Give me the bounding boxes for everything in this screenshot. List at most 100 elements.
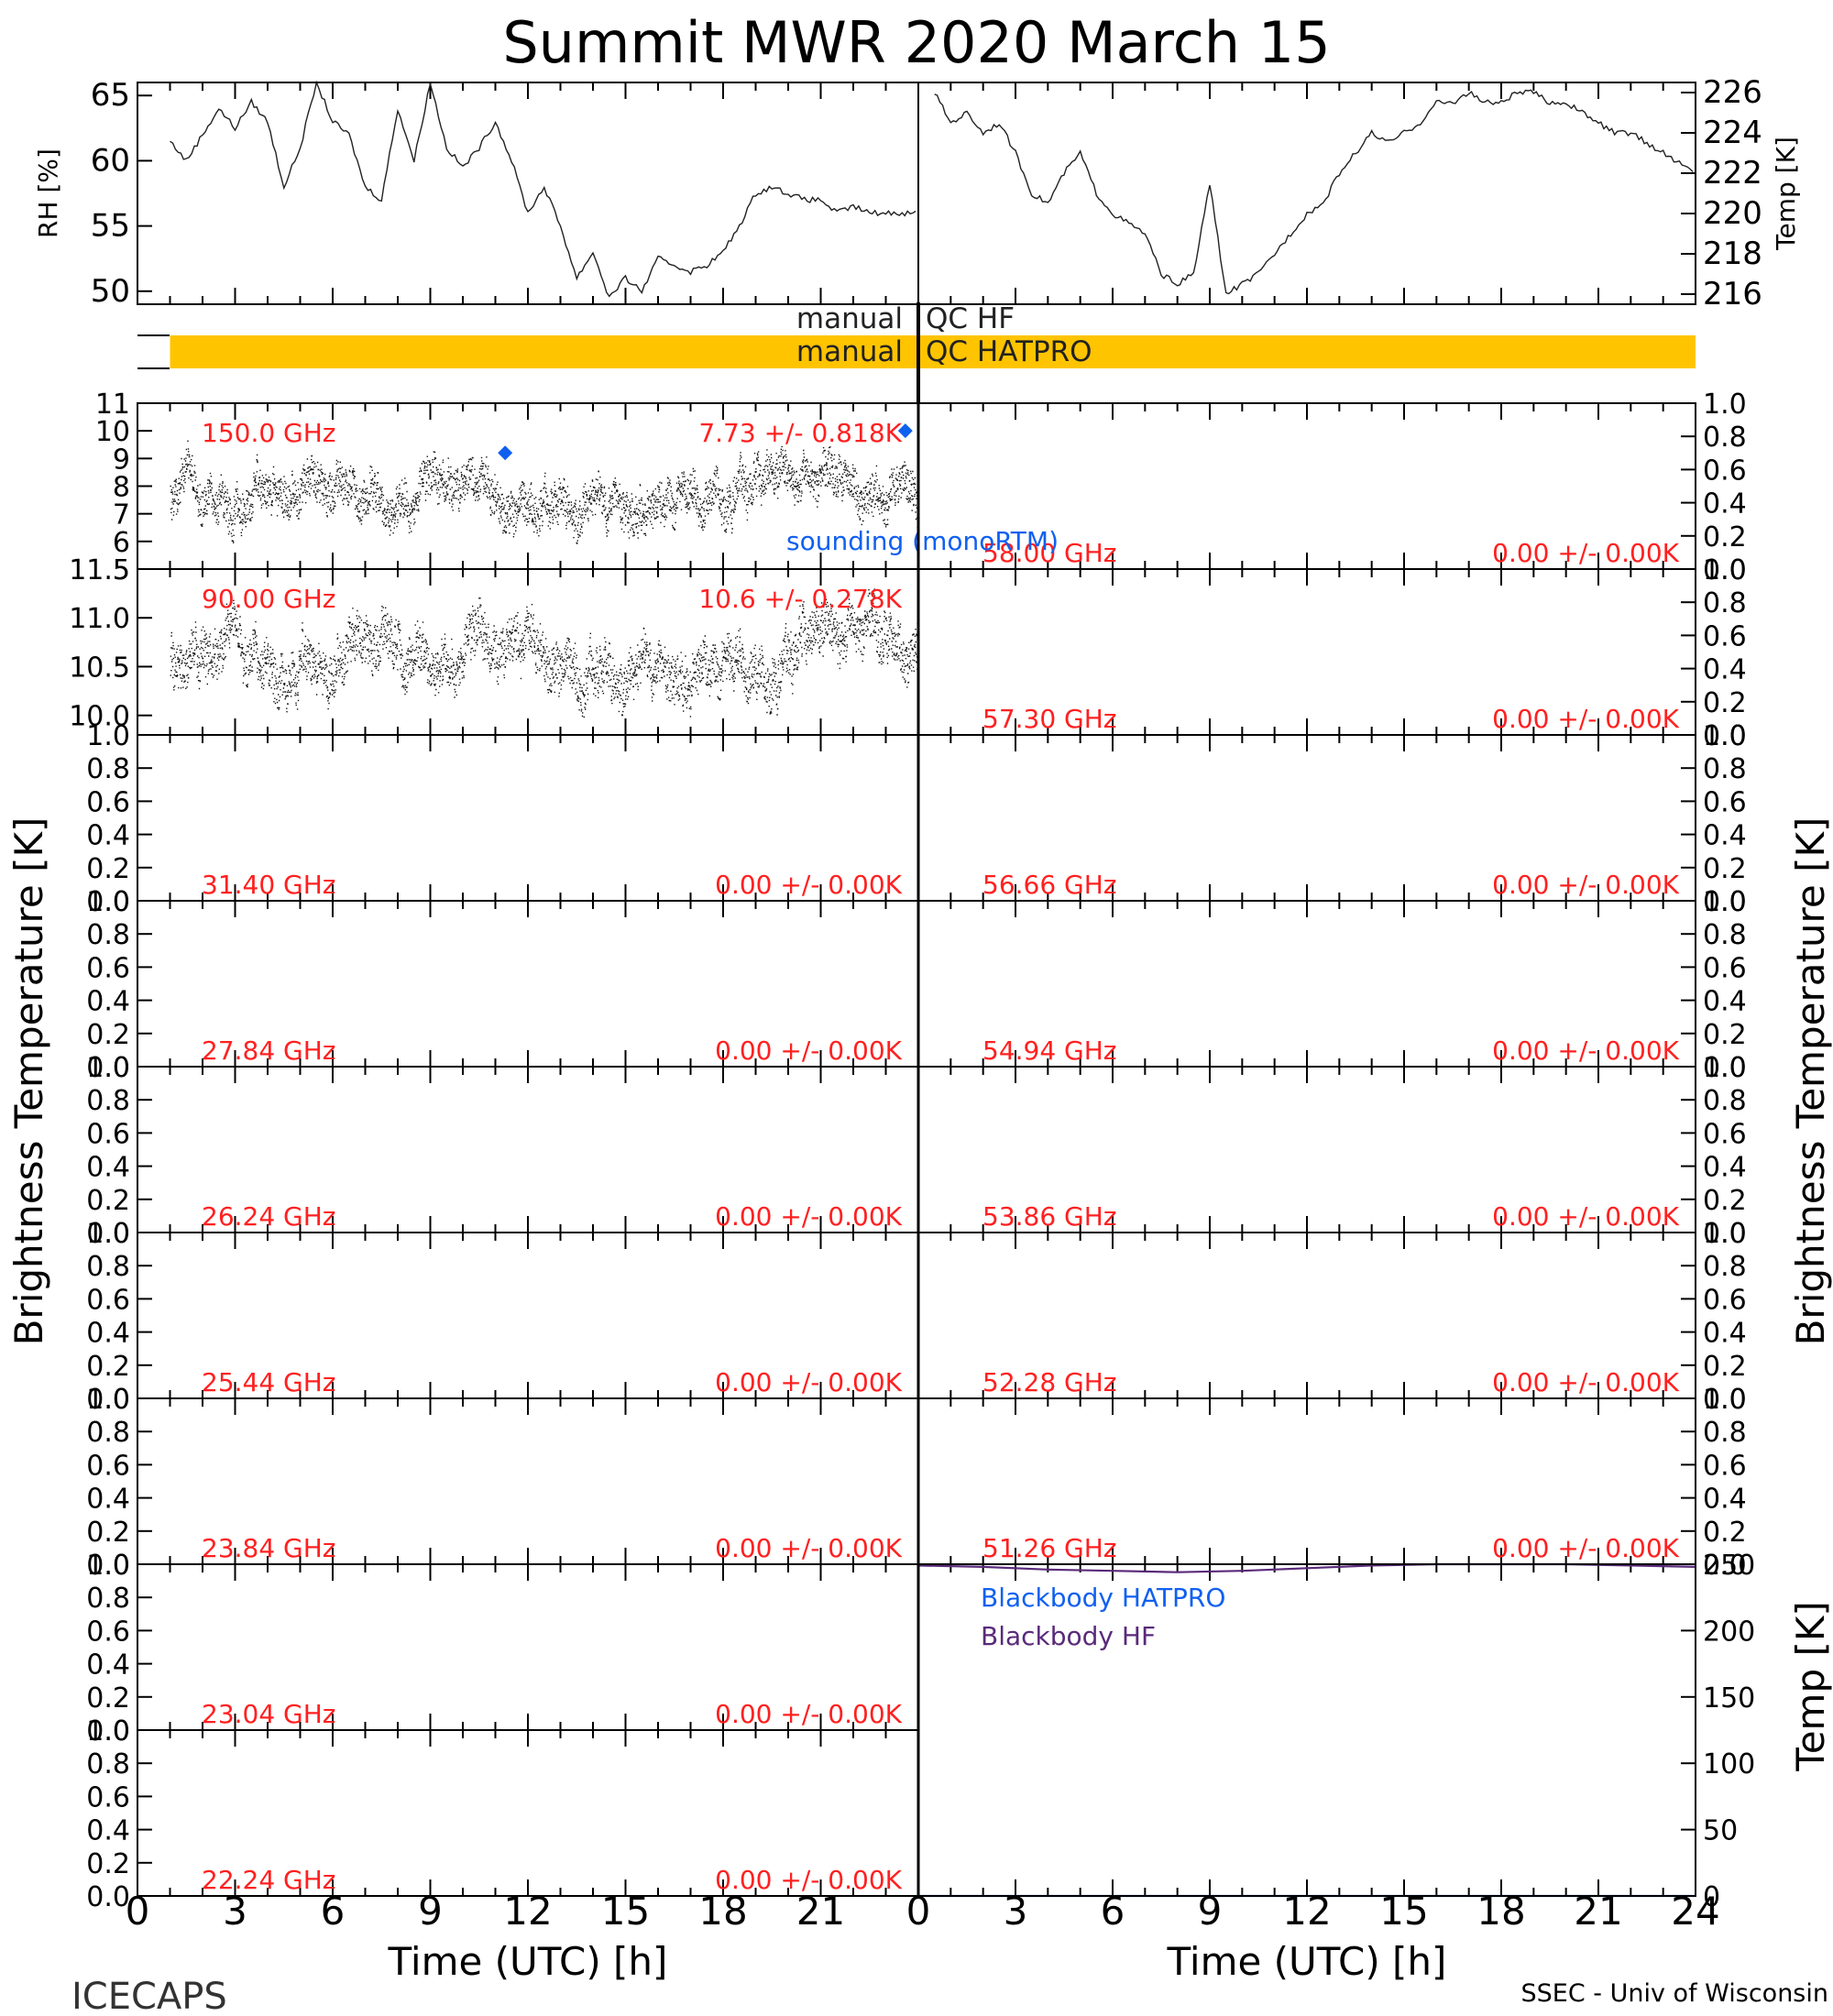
tb5494-stat-label: 0.00 +/- 0.00K [1492,1035,1679,1066]
tb2224-ytick-label: 0.6 [86,1781,130,1813]
footer-right: SSEC - Univ of Wisconsin [1521,1979,1828,2008]
x-tick-label: 3 [223,1889,247,1934]
tb5228-ytick-label: 0.2 [1703,1351,1747,1383]
tb90-ytick-label: 11.5 [69,554,130,586]
x-tick-label: 18 [698,1889,747,1934]
rh-frame [137,82,919,305]
tb2224-ytick-label: 0.4 [86,1815,130,1847]
tb2544-ytick-label: 0.4 [86,1318,130,1350]
tb5126-ytick-label: 0.2 [1703,1517,1747,1549]
blackbody-frame [917,1563,1696,1897]
rh-panel: 50 55 60 65 RH [%] [33,77,919,310]
tb2624-ytick-label: 0.6 [86,1118,130,1150]
tb5126-stat-label: 0.00 +/- 0.00K [1492,1533,1679,1563]
tb5494-ytick-label: 1.0 [1703,886,1747,918]
x-tick-label: 0 [126,1889,150,1934]
tb5666-ytick-label: 1.0 [1703,720,1747,752]
rh-ylabel: RH [%] [33,148,63,238]
tb5730-ytick-label: 0.2 [1703,687,1747,719]
x-tick-label: 6 [1101,1889,1125,1934]
blackbody-panel: 0 50 100 150 200 250 [917,1550,1755,1913]
temp-ytick-label: 222 [1703,155,1762,192]
tb5666-ytick-label: 0.6 [1703,786,1747,818]
tb5800-ytick-label: 0.0 [1703,554,1747,586]
tb150-ytick-label: 5 [113,554,130,586]
footer-left: ICECAPS [71,1976,227,2016]
tb3140-ytick-label: 0.0 [86,886,130,918]
x-axis: 0 3 6 9 12 15 18 21 0 3 6 9 12 15 18 21 24 [126,1889,1720,1934]
tb2544-panel: 0.00.20.40.60.81.025.44 GHz 0.00 +/- 0.00… [86,1218,919,1416]
tb2224-ytick-label: 1.0 [86,1715,130,1748]
tb5666-ytick-label: 0.8 [1703,753,1747,785]
temp-ytick-label: 218 [1703,236,1762,272]
tb150-ytick-label: 10 [95,416,130,448]
x-tick-label: 12 [503,1889,552,1934]
tb5126-ytick-label: 1.0 [1703,1384,1747,1416]
tb5126-ytick-label: 0.4 [1703,1484,1747,1516]
tb2304-ytick-label: 0.4 [86,1649,130,1682]
tb150-ytick-label: 8 [113,472,130,504]
x-tick-label: 6 [321,1889,346,1934]
tb2304-ytick-label: 0.6 [86,1616,130,1648]
tb2384-ytick-label: 0.8 [86,1417,130,1449]
temp-ylabel: Temp [K] [1771,137,1801,251]
tb5730-freq-label: 57.30 GHz [982,704,1117,734]
tb2784-ytick-label: 1.0 [86,886,130,918]
blackbody-ytick-label: 250 [1703,1550,1755,1582]
tb2224-ytick-label: 0.2 [86,1848,130,1880]
tb90-ytick-label: 10.5 [69,652,130,684]
tb5494-ytick-label: 0.6 [1703,952,1747,984]
tb2624-freq-label: 26.24 GHz [202,1201,336,1232]
rh-series-line [170,80,916,298]
tb5386-panel: 0.00.20.40.60.81.053.86 GHz 0.00 +/- 0.00… [917,1052,1747,1250]
x-tick-label: 15 [1379,1889,1428,1934]
tb3140-ytick-label: 0.4 [86,820,130,852]
x-tick-label: 0 [906,1889,931,1934]
tb5386-ytick-label: 0.4 [1703,1152,1747,1184]
tb2224-stat-label: 0.00 +/- 0.00K [715,1865,902,1895]
tb5494-ytick-label: 0.8 [1703,919,1747,951]
tb2784-ytick-label: 0.6 [86,952,130,984]
tb5666-ytick-label: 0.0 [1703,886,1747,918]
blackbody-ytick-label: 150 [1703,1682,1755,1715]
tb2624-ytick-label: 0.8 [86,1085,130,1117]
tb2544-ytick-label: 0.2 [86,1351,130,1383]
tb5800-panel: 0.00.20.40.60.81.058.00 GHz 0.00 +/- 0.00… [917,389,1747,586]
tb2384-ytick-label: 1.0 [86,1384,130,1416]
tb5126-ytick-label: 0.6 [1703,1450,1747,1482]
tb2384-freq-label: 23.84 GHz [202,1533,336,1563]
tb2544-stat-label: 0.00 +/- 0.00K [715,1367,902,1397]
tb2624-ytick-label: 0.4 [86,1152,130,1184]
tb3140-stat-label: 0.00 +/- 0.00K [715,870,902,900]
sounding-marker-tb150 [498,445,513,461]
bb-right-ylabel: Temp [K] [1788,1601,1833,1772]
tb2784-freq-label: 27.84 GHz [202,1035,336,1066]
temp-ytick-label: 224 [1703,115,1762,151]
tb5386-ytick-label: 0.2 [1703,1185,1747,1217]
tb5800-ytick-label: 0.2 [1703,521,1747,553]
tb90-panel: 10.0 10.5 11.0 11.5 90.00 GHz 10.6 +/- 0.278K [69,554,920,736]
rh-ytick-label: 55 [91,208,130,245]
tb150-ytick-label: 9 [113,444,130,476]
tb5386-ytick-label: 0.0 [1703,1218,1747,1250]
tb2784-stat-label: 0.00 +/- 0.00K [715,1035,902,1066]
tb150-freq-label: 150.0 GHz [202,418,336,448]
x-tick-label: 24 [1671,1889,1719,1934]
tb2624-stat-label: 0.00 +/- 0.00K [715,1201,902,1232]
qc-strip: manual QC HF manual QC HATPRO [137,302,1696,403]
x-tick-label: 21 [796,1889,845,1934]
x-tick-label: 12 [1282,1889,1331,1934]
tb2624-ytick-label: 0.0 [86,1218,130,1250]
tb2224-ytick-label: 0.8 [86,1748,130,1780]
tb2384-ytick-label: 0.4 [86,1484,130,1516]
legend-sounding: sounding (monoRTM) [786,526,1059,556]
tb5800-freq-label: 58.00 GHz [982,538,1117,568]
temp-ytick-label: 226 [1703,74,1762,111]
tb2304-ytick-label: 0.0 [86,1715,130,1748]
tb5228-ytick-label: 1.0 [1703,1218,1747,1250]
tb5800-ytick-label: 0.8 [1703,422,1747,454]
tb2784-panel: 0.00.20.40.60.81.027.84 GHz 0.00 +/- 0.00… [86,886,919,1084]
